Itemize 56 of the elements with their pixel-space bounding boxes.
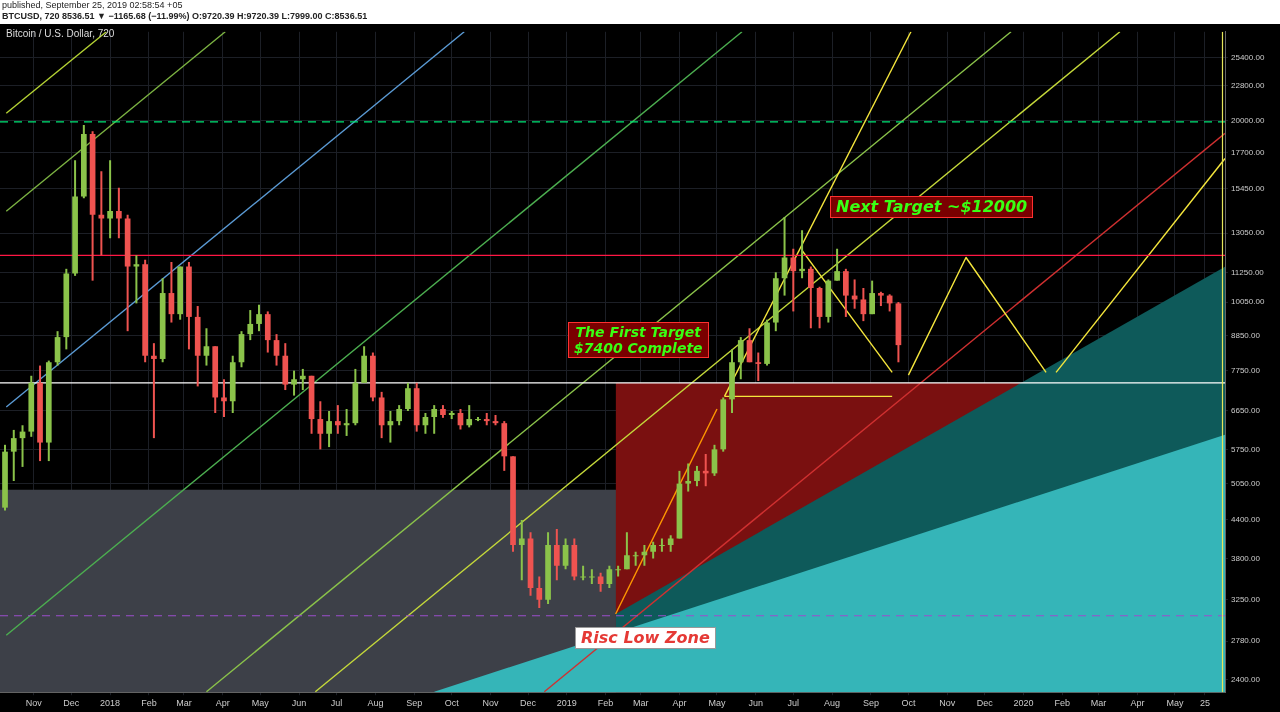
- y-tick-label: 3250.00: [1231, 595, 1261, 605]
- y-tick-label: 4400.00: [1231, 515, 1261, 525]
- x-tick-label: 2020: [1013, 698, 1034, 709]
- y-tick-label: 15450.00: [1231, 183, 1265, 193]
- x-tick-label: Dec: [520, 698, 537, 709]
- x-tick-label: Oct: [901, 698, 916, 709]
- x-tick-label: Jun: [291, 698, 307, 709]
- annotation: The First Target $7400 Complete: [568, 322, 709, 358]
- y-tick-label: 13050.00: [1231, 228, 1265, 238]
- x-tick-label: May: [251, 698, 270, 709]
- x-tick-label: Apr: [672, 698, 687, 709]
- x-tick-label: Dec: [976, 698, 994, 709]
- y-tick-label: 2780.00: [1231, 636, 1261, 646]
- text: BTCUSD, 720 8536.51 ▼ −1165.68 (−11.99%) O:9720.39 H:9720.39 L:7999.00 C:8536.51: [2, 11, 369, 22]
- annotation: Next Target ~$12000: [830, 196, 1034, 218]
- x-tick-label: Nov: [25, 698, 43, 709]
- x-tick-label: Mar: [1090, 698, 1107, 709]
- y-tick-label: 2400.00: [1231, 675, 1261, 685]
- x-tick-label: Jul: [330, 698, 343, 709]
- x-tick-label: Mar: [176, 698, 192, 709]
- x-tick-label: Mar: [632, 698, 649, 709]
- x-tick-label: Nov: [939, 698, 956, 709]
- annotation: Risc Low Zone: [575, 627, 716, 649]
- x-tick-label: Apr: [215, 698, 230, 709]
- x-tick-label: 2018: [100, 698, 121, 709]
- x-tick-label: Feb: [597, 698, 614, 709]
- x-tick-label: 2019: [556, 698, 577, 709]
- chart-title: Bitcoin / U.S. Dollar, 720: [6, 28, 115, 39]
- y-tick-label: 25400.00: [1231, 52, 1265, 62]
- y-tick-label: 5750.00: [1231, 444, 1261, 454]
- y-tick-label: 20000.00: [1231, 115, 1265, 125]
- x-tick-label: May: [708, 698, 726, 709]
- x-tick-label: Aug: [824, 698, 841, 709]
- y-tick-label: 7750.00: [1231, 365, 1261, 375]
- y-tick-label: 22800.00: [1231, 81, 1265, 91]
- x-tick-label: Feb: [141, 698, 157, 709]
- x-tick-label: May: [1166, 698, 1184, 709]
- x-tick-label: Jul: [787, 698, 800, 709]
- y-tick-label: 8850.00: [1231, 330, 1261, 340]
- x-tick-label: 25: [1199, 698, 1210, 709]
- x-tick-label: Sep: [862, 698, 879, 709]
- y-tick-label: 5050.00: [1231, 478, 1261, 488]
- y-tick-label: 10050.00: [1231, 297, 1265, 307]
- y-tick-label: 3800.00: [1231, 553, 1261, 563]
- x-tick-label: Oct: [444, 698, 460, 709]
- y-tick-label: 17700.00: [1231, 147, 1265, 157]
- x-tick-label: Jun: [748, 698, 764, 709]
- x-tick-label: Nov: [482, 698, 499, 709]
- x-tick-label: Aug: [367, 698, 384, 709]
- chart-subtitle: published, September 25, 2019 02:58:54 +05: [2, 0, 184, 11]
- y-tick-label: 11250.00: [1231, 267, 1265, 277]
- x-tick-label: Dec: [63, 698, 80, 709]
- x-tick-label: Apr: [1130, 698, 1145, 709]
- x-tick-label: Feb: [1054, 698, 1071, 709]
- x-tick-label: Sep: [406, 698, 423, 709]
- y-tick-label: 6650.00: [1231, 406, 1261, 416]
